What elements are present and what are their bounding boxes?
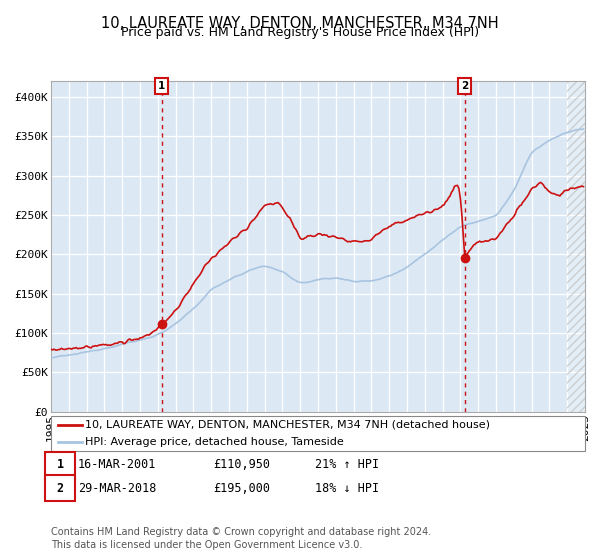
Text: £195,000: £195,000 [213, 482, 270, 495]
Text: Price paid vs. HM Land Registry's House Price Index (HPI): Price paid vs. HM Land Registry's House … [121, 26, 479, 39]
Text: £110,950: £110,950 [213, 458, 270, 472]
Text: HPI: Average price, detached house, Tameside: HPI: Average price, detached house, Tame… [85, 437, 344, 447]
Text: 18% ↓ HPI: 18% ↓ HPI [315, 482, 379, 495]
Text: 21% ↑ HPI: 21% ↑ HPI [315, 458, 379, 472]
Text: 1: 1 [158, 81, 165, 91]
Bar [567, 81, 585, 412]
Text: 16-MAR-2001: 16-MAR-2001 [78, 458, 157, 472]
Text: 2: 2 [461, 81, 468, 91]
Text: Contains HM Land Registry data © Crown copyright and database right 2024.
This d: Contains HM Land Registry data © Crown c… [51, 527, 431, 550]
Bar [567, 81, 585, 412]
Text: 10, LAUREATE WAY, DENTON, MANCHESTER, M34 7NH: 10, LAUREATE WAY, DENTON, MANCHESTER, M3… [101, 16, 499, 31]
Text: 10, LAUREATE WAY, DENTON, MANCHESTER, M34 7NH (detached house): 10, LAUREATE WAY, DENTON, MANCHESTER, M3… [85, 419, 490, 430]
Text: 2: 2 [56, 482, 64, 495]
Text: 29-MAR-2018: 29-MAR-2018 [78, 482, 157, 495]
Text: 1: 1 [56, 458, 64, 472]
